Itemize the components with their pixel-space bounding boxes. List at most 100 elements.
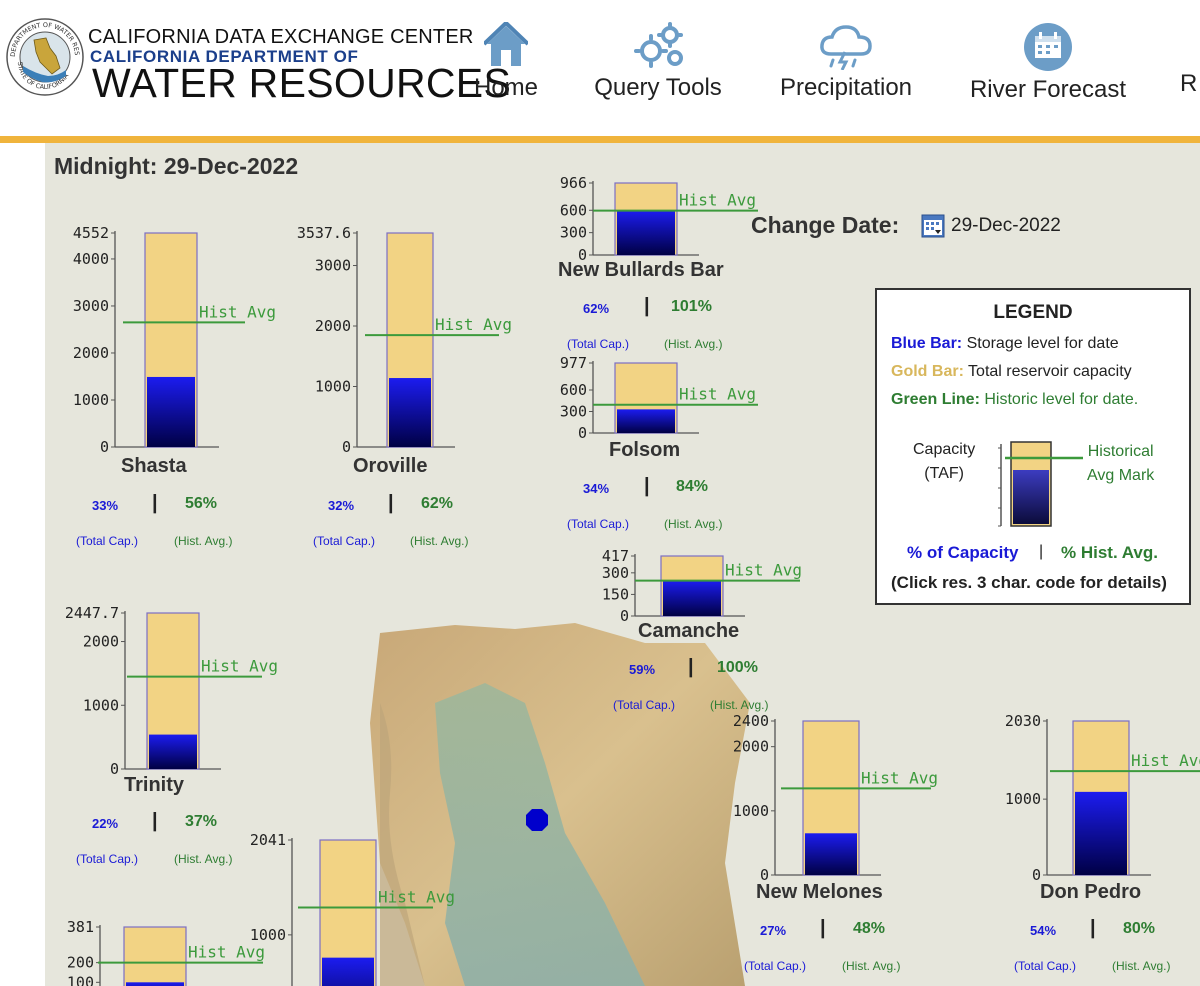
storage-bar (149, 734, 197, 769)
nav-query-tools[interactable]: Query Tools (592, 22, 724, 102)
reservoir-chart-new-bullards-bar[interactable]: 0 300 600 966 Hist Avg (545, 173, 760, 264)
calendar-icon (1024, 23, 1072, 71)
tick-label: 150 (602, 585, 629, 603)
pct-hist-don-pedro: 80% (1123, 920, 1156, 937)
legend-gold-label: Gold Bar: (891, 363, 964, 380)
hist-avg-label: (Hist. Avg.) (664, 517, 723, 531)
reservoir-chart-trinity[interactable]: 0 1000 2000 2447.7 Hist Avg (55, 601, 278, 778)
selected-date[interactable]: 29-Dec-2022 (951, 215, 1061, 236)
total-cap-label: (Total Cap.) (1014, 959, 1077, 973)
tick-label: 2000 (315, 317, 351, 335)
reservoir-chart-folsom[interactable]: 0 300 600 977 Hist Avg (545, 353, 760, 442)
reservoir-chart-partial-2041[interactable]: 1000 2041 Hist Avg (240, 831, 455, 986)
nav-precipitation[interactable]: Precipitation (778, 22, 914, 102)
tick-label: 600 (560, 381, 587, 399)
nav-cut-off-label: R (1180, 70, 1198, 97)
legend-row-green: Green Line: Historic level for date. (891, 391, 1138, 409)
reservoir-name-don-pedro[interactable]: Don Pedro (1040, 881, 1142, 903)
separator: | (152, 810, 158, 832)
reservoir-name-new-melones[interactable]: New Melones (756, 881, 883, 903)
nav-home[interactable]: Home (473, 22, 539, 102)
reservoir-name-new-bullards-bar[interactable]: New Bullards Bar (558, 259, 724, 281)
reservoir-name-camanche[interactable]: Camanche (638, 620, 740, 642)
legend-hist-line2: Avg Mark (1087, 467, 1155, 484)
hist-avg-label: Hist Avg (201, 657, 278, 676)
legend-capacity-caption: Capacity (TAF) (913, 438, 975, 486)
home-icon (484, 22, 528, 66)
total-cap-label: (Total Cap.) (613, 698, 676, 712)
tick-label: 1000 (1005, 790, 1041, 808)
reservoir-name-trinity[interactable]: Trinity (124, 774, 185, 796)
left-margin (0, 143, 45, 986)
reservoir-chart-shasta[interactable]: 0 1000 2000 3000 4000 4552 Hist Avg (55, 224, 276, 456)
total-cap-label: (Total Cap.) (76, 534, 139, 548)
reservoir-chart-new-melones[interactable]: 0 1000 2000 2400 Hist Avg (733, 712, 938, 884)
tick-label: 2030 (1005, 712, 1041, 730)
tick-label: 1000 (733, 802, 769, 820)
total-cap-label: (Total Cap.) (567, 337, 630, 351)
calendar-picker-icon[interactable] (921, 214, 945, 238)
reservoir-name-folsom[interactable]: Folsom (609, 439, 681, 461)
legend-box: LEGEND Blue Bar: Storage level for date … (875, 288, 1191, 605)
hist-avg-label: Hist Avg (861, 768, 938, 787)
legend-note: (Click res. 3 char. code for details) (891, 573, 1167, 592)
tick-label: 4552 (73, 224, 109, 242)
tick-label: 0 (578, 424, 587, 442)
hist-avg-label: (Hist. Avg.) (710, 698, 769, 712)
hist-avg-label: Hist Avg (188, 943, 265, 962)
hist-avg-label: (Hist. Avg.) (842, 959, 901, 973)
nav-precipitation-label: Precipitation (779, 74, 913, 101)
dwr-seal-logo[interactable]: DEPARTMENT OF WATER RESOURCES STATE OF C… (6, 18, 84, 96)
tick-label: 1000 (250, 926, 286, 944)
storm-cloud-icon (820, 25, 872, 70)
legend-pipe: | (1039, 543, 1044, 560)
separator: | (820, 917, 826, 939)
nav-river-forecast[interactable]: River Forecast (968, 22, 1128, 104)
change-date-text: Change Date (751, 212, 892, 238)
tick-label: 966 (560, 174, 587, 192)
legend-green-label: Green Line: (891, 391, 980, 408)
reservoir-name-shasta[interactable]: Shasta (121, 455, 187, 477)
hist-avg-label: (Hist. Avg.) (174, 534, 233, 548)
legend-pct-capacity: % of Capacity (907, 543, 1019, 562)
total-cap-label: (Total Cap.) (313, 534, 376, 548)
reservoir-chart-don-pedro[interactable]: 0 1000 2030 Hist Avg (995, 712, 1200, 884)
legend-sample-bar (998, 441, 1083, 527)
total-cap-label: (Total Cap.) (744, 959, 807, 973)
reservoir-chart-oroville[interactable]: 0 1000 2000 3000 3537.6 Hist Avg (295, 224, 512, 456)
reservoir-conditions-panel: Midnight: 29-Dec-2022 Change Date: 29-De… (45, 143, 1200, 986)
tick-label: 2000 (733, 738, 769, 756)
legend-row-gold: Gold Bar: Total reservoir capacity (891, 363, 1132, 381)
nav-cut-off-item[interactable]: R (1180, 66, 1200, 98)
separator: | (388, 492, 394, 514)
legend-blue-label: Blue Bar: (891, 335, 963, 352)
map-reservoir-marker[interactable] (525, 808, 549, 832)
tick-label: 2400 (733, 712, 769, 730)
tick-label: 381 (67, 918, 94, 936)
pct-hist-camanche: 100% (717, 659, 758, 676)
hist-avg-label: Hist Avg (1131, 751, 1200, 770)
hist-avg-label: (Hist. Avg.) (410, 534, 469, 548)
tick-label: 300 (560, 403, 587, 421)
storage-bar (1075, 791, 1127, 875)
change-date-label: Change Date: (751, 212, 899, 239)
total-cap-label: (Total Cap.) (567, 517, 630, 531)
tick-label: 200 (67, 954, 94, 972)
nav-query-tools-label: Query Tools (594, 74, 722, 101)
capacity-bar (123, 926, 187, 986)
tick-label: 2447.7 (65, 604, 119, 622)
tick-label: 977 (560, 354, 587, 372)
reservoir-name-oroville[interactable]: Oroville (353, 455, 428, 477)
pct-capacity-trinity: 22% (92, 816, 119, 831)
tick-label: 0 (620, 607, 629, 625)
legend-pct-hist: % Hist. Avg. (1061, 543, 1158, 562)
pct-hist-folsom: 84% (676, 478, 709, 495)
pct-capacity-shasta: 33% (92, 498, 119, 513)
org-name-dept: CALIFORNIA DEPARTMENT OF (90, 47, 359, 66)
tick-label: 3000 (315, 257, 351, 275)
storage-bar (805, 833, 857, 875)
pct-hist-new-melones: 48% (853, 920, 886, 937)
pct-hist-shasta: 56% (185, 495, 218, 512)
